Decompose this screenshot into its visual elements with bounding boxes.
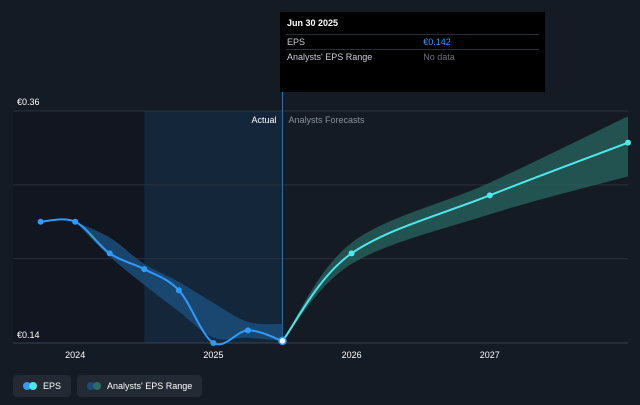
forecast-range-band — [282, 116, 628, 341]
x-tick-label: 2027 — [480, 350, 500, 360]
eps-actual-point — [210, 340, 217, 346]
tooltip: Jun 30 2025 EPS €0.142 Analysts' EPS Ran… — [280, 12, 545, 92]
eps-forecast-line — [281, 141, 629, 342]
axis-ticks: 2024 2025 2026 2027 €0.36 €0.14 — [17, 97, 500, 360]
eps-actual-point — [37, 218, 44, 225]
tooltip-row-range: Analysts' EPS Range No data — [286, 49, 539, 64]
eps-forecast-point — [348, 250, 355, 257]
eps-actual-point — [106, 250, 113, 257]
legend-item-eps[interactable]: EPS — [13, 375, 72, 397]
actual-range-band — [75, 221, 283, 341]
eps-forecast-point — [625, 139, 631, 146]
tooltip-date: Jun 30 2025 — [287, 18, 339, 28]
y-tick-label: €0.14 — [17, 330, 40, 340]
eps-actual-line — [40, 218, 283, 346]
tooltip-eps-label: EPS — [287, 37, 306, 47]
range-bands — [75, 116, 628, 341]
legend-range-label: Analysts' EPS Range — [107, 381, 193, 391]
y-tick-label: €0.36 — [17, 97, 40, 107]
legend: EPS Analysts' EPS Range — [13, 375, 203, 397]
eps-actual-point — [175, 287, 182, 294]
eps-actual-point — [278, 336, 287, 346]
legend-item-range[interactable]: Analysts' EPS Range — [77, 375, 203, 397]
x-tick-label: 2024 — [65, 350, 85, 360]
forecast-label: Analysts Forecasts — [288, 115, 365, 125]
x-tick-label: 2026 — [342, 350, 362, 360]
eps-lines — [40, 141, 629, 346]
eps-actual-point — [244, 327, 251, 334]
actual-label: Actual — [251, 115, 276, 125]
tooltip-range-value: No data — [423, 52, 455, 62]
tooltip-range-label: Analysts' EPS Range — [287, 52, 373, 62]
eps-points — [37, 139, 631, 346]
eps-dot-icon — [23, 382, 37, 390]
eps-actual-point — [72, 218, 79, 225]
range-dot-icon — [87, 382, 102, 390]
eps-actual-point — [141, 266, 148, 273]
x-tick-label: 2025 — [203, 350, 223, 360]
eps-forecast-point — [486, 192, 493, 199]
legend-eps-label: EPS — [43, 381, 62, 391]
tooltip-eps-value: €0.142 — [423, 37, 451, 47]
tooltip-row-eps: EPS €0.142 — [286, 34, 539, 49]
